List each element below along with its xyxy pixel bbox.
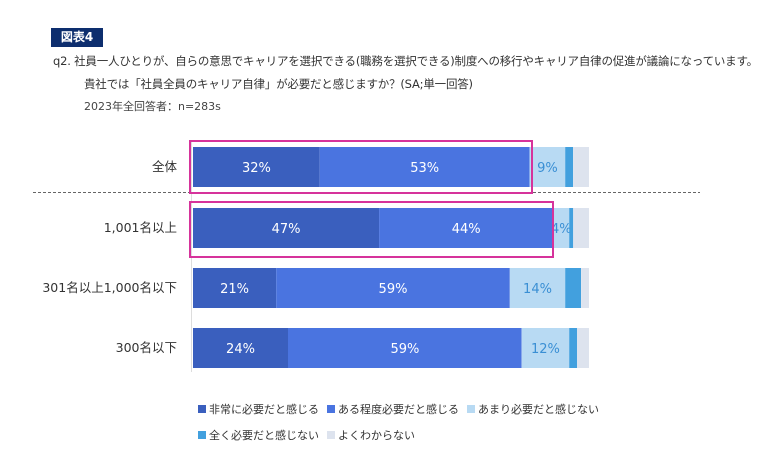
bar-segment [569,208,574,248]
bar-segment [319,147,530,187]
legend-item: 全く必要だと感じない [198,427,319,443]
bars-layer: 全体 32% 53% 9% 1,001名以上 47% 44% 4% 301名以上1,000名以下… [42,147,589,368]
question-line-2: 貴社では「社員全員のキャリア自律」が必要だと感じますか？(SA;単一回答) [84,77,473,91]
bar-segment [288,328,522,368]
bar-segment [379,208,554,248]
decor-layer [33,140,700,372]
data-label: 32% [242,161,271,176]
bar-segment [577,328,589,368]
data-label: 12% [531,342,560,357]
legend-item: あまり必要だと感じない [467,401,599,417]
bar-segment [573,208,589,248]
respondents-note: 2023年全回答者：n=283s [84,100,221,113]
legend-item: 非常に必要だと感じる [198,401,319,417]
legend-item: よくわからない [327,427,415,443]
category-label: 全体 [152,159,178,174]
data-label: 47% [272,222,301,237]
data-label: 4% [551,222,572,237]
bar-segment [193,208,380,248]
bar-segment [193,268,277,308]
legend-swatch [327,431,335,439]
legend-label: 全く必要だと感じない [209,429,319,442]
data-label: 44% [452,222,481,237]
figure-label-badge: 図表4 [51,28,103,47]
legend-label: よくわからない [338,429,415,442]
bar-segment [581,268,589,308]
data-label: 59% [379,282,408,297]
bar-segment [529,147,566,187]
data-label: 14% [523,282,552,297]
legend-swatch [198,431,206,439]
bar-segment [565,147,574,187]
legend-label: ある程度必要だと感じる [338,403,459,416]
data-label: 53% [410,161,439,176]
bar-segment [569,328,578,368]
category-label: 301名以上1,000名以下 [42,280,177,295]
legend-label: あまり必要だと感じない [478,403,599,416]
question-line-1: q2. 社員一人ひとりが、自らの意思でキャリアを選択できる(職務を選択できる)制… [53,54,758,68]
legend-swatch [198,405,206,413]
highlight-box-large-companies [189,201,554,258]
legend-label: 非常に必要だと感じる [209,403,319,416]
data-label: 24% [226,342,255,357]
bar-segment [573,147,589,187]
legend-row-2: 全く必要だと感じない よくわからない [198,427,423,443]
legend-swatch [467,405,475,413]
bar-segment [509,268,566,308]
category-label: 1,001名以上 [104,220,177,235]
bar-segment [193,328,288,368]
bar-segment [521,328,570,368]
highlight-box-total [189,140,533,194]
legend-row-1: 非常に必要だと感じる ある程度必要だと感じる あまり必要だと感じない [198,401,607,417]
data-label: 9% [537,161,558,176]
bar-segment [193,147,320,187]
data-label: 59% [390,342,419,357]
legend-item: ある程度必要だと感じる [327,401,459,417]
bar-segment [276,268,510,308]
data-label: 21% [220,282,249,297]
bar-segment [565,268,581,308]
category-label: 300名以下 [116,340,177,355]
legend-swatch [327,405,335,413]
bar-segment [553,208,570,248]
